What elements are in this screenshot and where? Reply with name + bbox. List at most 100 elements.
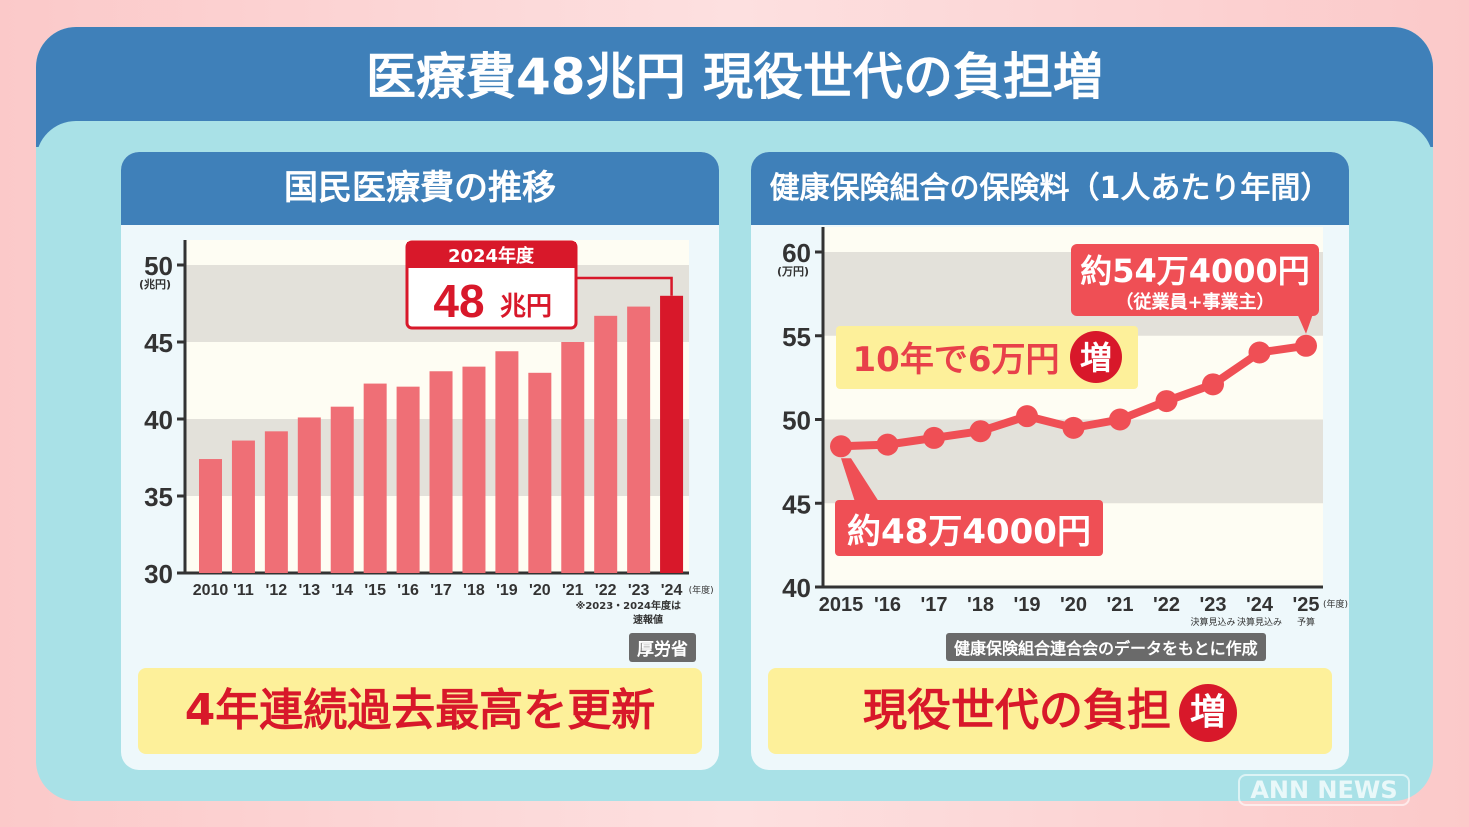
callout-label: 2024年度 (448, 245, 535, 267)
x-axis-unit: (年度) (1323, 598, 1348, 610)
x-tick-label: 2015 (819, 594, 864, 616)
callout-pointer (841, 458, 881, 505)
x-sublabel: 予算 (1297, 616, 1315, 628)
x-tick-label: '20 (1060, 594, 1087, 616)
banner-text: 現役世代の負担 (863, 685, 1171, 736)
banner: 現役世代の負担増 (768, 668, 1332, 754)
data-point (1155, 390, 1178, 413)
bar (297, 417, 321, 573)
x-tick-label: '19 (496, 582, 518, 599)
data-point (969, 420, 992, 443)
data-point (1062, 416, 1085, 439)
bar (396, 386, 420, 573)
data-point (830, 435, 852, 458)
bar (627, 306, 651, 573)
y-tick-label: 40 (144, 405, 173, 435)
data-point (1016, 405, 1038, 428)
callout-unit: 兆円 (500, 292, 552, 322)
data-point (876, 433, 899, 456)
x-tick-label: 2010 (193, 582, 229, 599)
y-tick-label: 30 (144, 559, 173, 589)
insurance-card: 健康保険組合の保険料（1人あたり年間） 40 45 50 55 60 (万円) 約48万40… (751, 152, 1349, 770)
data-point (1109, 408, 1131, 431)
x-tick-label: '13 (298, 582, 320, 599)
x-sublabel: 決算見込み (1237, 616, 1282, 628)
x-tick-label: '21 (1106, 594, 1133, 616)
x-tick-label: '24 (661, 582, 683, 599)
x-tick-label: '16 (397, 582, 419, 599)
footnote: 速報値 (633, 613, 663, 626)
increase-label: 10年で6万円 (853, 340, 1060, 380)
increase-badge-text: 増 (1080, 339, 1112, 377)
x-tick-label: '14 (331, 582, 353, 599)
x-tick-label: '18 (463, 582, 485, 599)
y-axis-unit: (万円) (777, 265, 809, 278)
increase-badge: 増 (1179, 684, 1237, 742)
x-tick-label: '17 (430, 582, 452, 599)
bar (231, 440, 255, 573)
callout-header (407, 242, 576, 268)
x-sublabel: 決算見込み (1190, 616, 1235, 628)
card-title: 健康保険組合の保険料（1人あたり年間） (751, 152, 1349, 225)
infographic-panel: 医療費48兆円 現役世代の負担増 国民医療費の推移 30 35 40 45 50 (兆円)… (36, 27, 1433, 801)
data-point (923, 426, 945, 449)
x-tick-label: '19 (1013, 594, 1040, 616)
end-label: 約54万4000円 (1080, 252, 1310, 290)
x-tick-label: '20 (529, 582, 551, 599)
end-sublabel: （従業員+事業主） (1115, 291, 1274, 313)
y-axis-unit: (兆円) (139, 277, 171, 291)
banner: 4年連続過去最高を更新 (138, 668, 702, 754)
x-tick-label: '22 (595, 582, 617, 599)
x-tick-label: '22 (1153, 594, 1180, 616)
bar (660, 295, 684, 573)
bar (199, 459, 222, 573)
end-callout (1071, 244, 1319, 316)
callout-pointer (1296, 311, 1314, 334)
x-tick-label: '15 (364, 582, 386, 599)
x-tick-label: '25 (1292, 594, 1319, 616)
y-tick-label: 50 (782, 406, 811, 436)
card-title: 国民医療費の推移 (121, 152, 719, 225)
bar (363, 383, 387, 573)
increase-callout (836, 326, 1138, 389)
x-tick-label: '23 (1199, 594, 1226, 616)
watermark-logo: ANN NEWS (1238, 774, 1410, 806)
data-point (1202, 373, 1224, 396)
x-axis-unit: (年度) (689, 584, 714, 596)
bar (561, 342, 585, 573)
bar (429, 371, 453, 573)
data-point (1295, 334, 1317, 357)
x-tick-label: '23 (628, 582, 650, 599)
y-tick-label: 55 (782, 322, 811, 352)
y-tick-label: 45 (144, 328, 173, 358)
footnote: ※2023・2024年度は (576, 599, 681, 612)
bar (264, 431, 288, 573)
bar (594, 315, 618, 573)
data-point (1248, 341, 1271, 364)
callout-value: 48 (433, 275, 484, 327)
medical-cost-card: 国民医療費の推移 30 35 40 45 50 (兆円) 2010'11 '12 '13 '14 '… (121, 152, 719, 770)
x-tick-label: '12 (266, 582, 288, 599)
bar (462, 366, 486, 573)
line-chart: 40 45 50 55 60(万円) 約48万4000円 約54万4000円（従業員+事業主… (777, 227, 1348, 628)
bar (495, 351, 519, 573)
bar (528, 372, 552, 573)
callout-line (576, 276, 673, 296)
y-tick-label: 60 (782, 238, 811, 268)
x-tick-label: '11 (233, 582, 254, 599)
bar (330, 406, 354, 573)
y-tick-label: 50 (144, 251, 173, 281)
source-label: 健康保険組合連合会のデータをもとに作成 (946, 633, 1266, 661)
y-tick-label: 40 (782, 573, 811, 603)
x-tick-label: '21 (562, 582, 584, 599)
x-tick-label: '18 (967, 594, 994, 616)
page-title: 医療費48兆円 現役世代の負担増 (366, 48, 1103, 106)
x-tick-label: '24 (1246, 594, 1274, 616)
start-callout (835, 500, 1103, 556)
x-tick-label: '17 (920, 594, 947, 616)
y-tick-label: 35 (144, 482, 173, 512)
increase-badge (1070, 331, 1122, 383)
start-label: 約48万4000円 (847, 512, 1091, 552)
y-tick-label: 45 (782, 489, 811, 519)
x-tick-label: '16 (874, 594, 901, 616)
